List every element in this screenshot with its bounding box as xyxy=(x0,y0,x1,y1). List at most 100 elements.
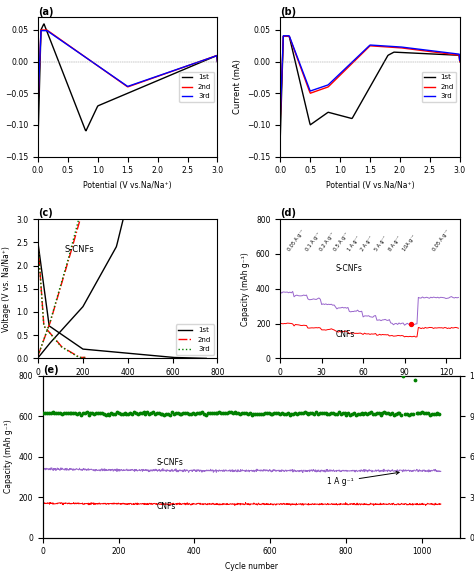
Point xyxy=(261,408,269,417)
Point xyxy=(299,408,307,417)
Text: (c): (c) xyxy=(38,209,53,218)
Point xyxy=(320,408,328,417)
Point xyxy=(178,410,185,419)
Point xyxy=(134,410,142,419)
Point xyxy=(199,407,206,417)
Point xyxy=(223,409,231,418)
Point xyxy=(242,409,250,418)
Point xyxy=(210,408,218,417)
Legend: 1st, 2nd, 3rd: 1st, 2nd, 3rd xyxy=(179,72,214,102)
Point xyxy=(316,409,324,418)
Point xyxy=(147,409,155,418)
Point xyxy=(142,409,149,418)
Point xyxy=(151,409,159,418)
Point xyxy=(428,410,436,419)
Point xyxy=(409,409,417,418)
Point xyxy=(70,408,77,417)
Point xyxy=(185,409,193,418)
Point xyxy=(208,408,216,417)
Point xyxy=(221,409,229,418)
Point xyxy=(333,409,341,418)
Point xyxy=(255,409,263,418)
Point xyxy=(164,410,172,419)
Point xyxy=(92,408,100,417)
Point xyxy=(422,409,430,418)
Point xyxy=(123,409,130,418)
Point xyxy=(206,409,214,418)
Point xyxy=(231,407,238,417)
Point xyxy=(386,409,394,418)
Point xyxy=(182,408,189,417)
Point xyxy=(252,409,259,418)
Point xyxy=(168,407,176,416)
Point xyxy=(424,409,432,418)
Point xyxy=(339,408,346,417)
Point xyxy=(193,408,201,417)
Point xyxy=(415,409,422,418)
Point xyxy=(140,407,147,417)
Point xyxy=(246,408,254,417)
Point xyxy=(128,409,136,418)
Point xyxy=(55,408,62,417)
Point xyxy=(280,409,288,418)
Point xyxy=(180,408,187,417)
Point xyxy=(326,409,333,418)
Point xyxy=(295,408,303,417)
Text: 0.5 A g⁻¹: 0.5 A g⁻¹ xyxy=(333,232,349,252)
Point xyxy=(132,409,140,418)
Point xyxy=(240,409,248,418)
Point xyxy=(292,409,299,418)
Point xyxy=(394,409,401,418)
Point xyxy=(269,410,276,419)
Point xyxy=(117,410,125,419)
Point xyxy=(364,410,371,419)
Point xyxy=(293,409,301,418)
Point xyxy=(273,409,280,418)
Point xyxy=(267,409,274,418)
Point xyxy=(318,409,326,418)
Point xyxy=(172,408,180,417)
Point xyxy=(396,409,403,418)
X-axis label: Potential (V vs.Na/Na⁺): Potential (V vs.Na/Na⁺) xyxy=(326,181,414,190)
Point xyxy=(108,409,115,418)
Y-axis label: Voltage (V vs. Na/Na⁺): Voltage (V vs. Na/Na⁺) xyxy=(1,246,10,332)
Point xyxy=(89,409,96,418)
Text: 1 A g⁻¹: 1 A g⁻¹ xyxy=(327,472,399,486)
Point xyxy=(68,409,75,418)
Point xyxy=(201,409,208,418)
Point xyxy=(45,409,53,418)
Point xyxy=(356,409,364,418)
Point xyxy=(274,408,282,417)
Point xyxy=(73,409,81,418)
Text: 0.05 A g⁻¹: 0.05 A g⁻¹ xyxy=(432,229,450,252)
Point xyxy=(373,408,381,417)
Point xyxy=(257,409,265,418)
Text: 1 A g⁻¹: 1 A g⁻¹ xyxy=(346,235,360,252)
Point xyxy=(307,409,314,418)
Point xyxy=(432,409,439,418)
Text: 5 A g⁻¹: 5 A g⁻¹ xyxy=(374,235,388,252)
Point xyxy=(113,408,121,417)
Point xyxy=(388,408,396,417)
Point xyxy=(358,409,365,418)
Point xyxy=(146,409,153,418)
Text: S-CNFs: S-CNFs xyxy=(156,458,183,466)
Point xyxy=(187,409,195,418)
Point xyxy=(227,407,235,417)
Point xyxy=(309,408,316,417)
Point xyxy=(94,409,102,418)
Point xyxy=(278,409,286,418)
Point xyxy=(282,409,290,418)
Point xyxy=(350,408,358,417)
Point xyxy=(125,409,132,418)
Point xyxy=(328,409,335,418)
Point xyxy=(64,409,72,418)
Point xyxy=(405,410,413,419)
Point xyxy=(265,408,273,417)
Point xyxy=(235,409,242,418)
Point xyxy=(41,408,49,417)
Point xyxy=(288,409,295,418)
Point xyxy=(163,409,170,418)
Point xyxy=(119,409,127,418)
Point xyxy=(346,410,354,419)
